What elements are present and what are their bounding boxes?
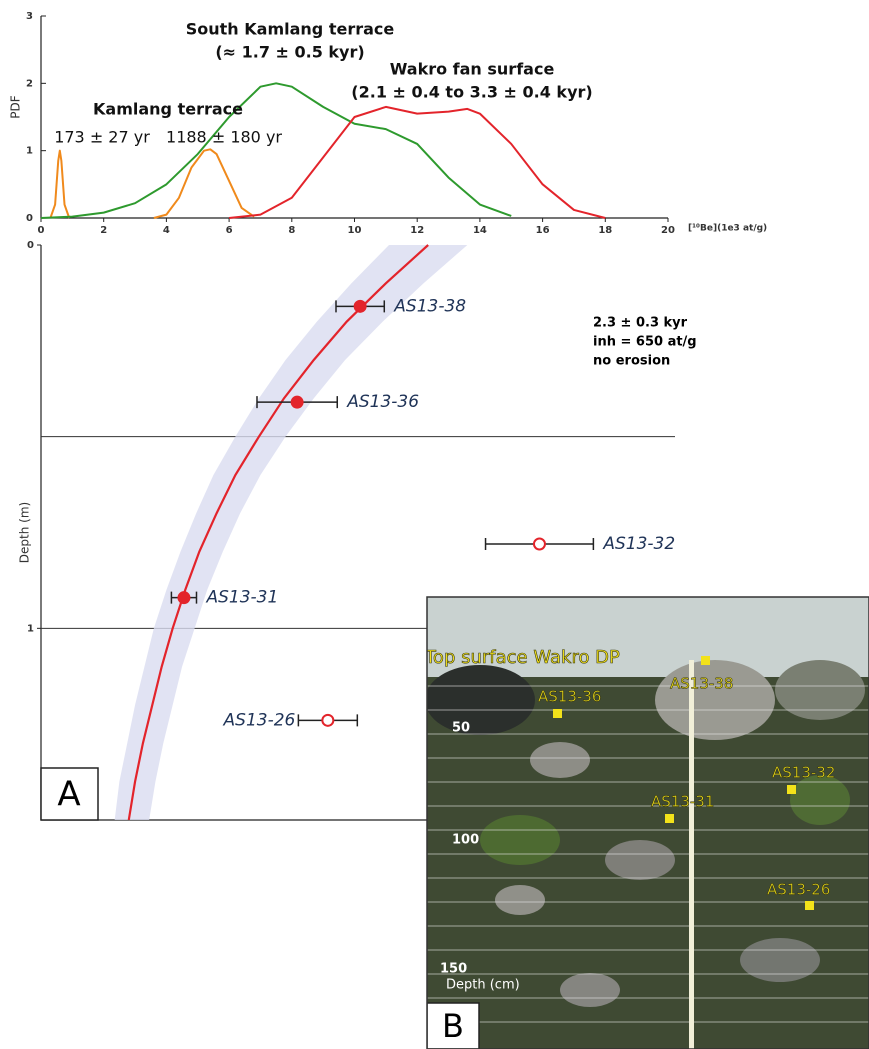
x-tick-label: 20 (661, 225, 675, 236)
plant (790, 775, 850, 825)
sample-marker (787, 785, 796, 794)
point-label: AS13-26 (223, 710, 296, 730)
annotation: (≈ 1.7 ± 0.5 kyr) (215, 43, 364, 62)
point-label: AS13-38 (393, 296, 466, 316)
sample-label: AS13-38 (670, 675, 733, 693)
photo-title: Top surface Wakro DP (424, 647, 620, 668)
rock (495, 885, 545, 915)
figure: 024681012141618200123[¹⁰Be](1e3 at/g)PDF… (0, 0, 869, 1049)
pdf-curve (154, 149, 254, 218)
sample-marker (553, 709, 562, 718)
rock (560, 973, 620, 1007)
sample-label: AS13-26 (767, 881, 830, 899)
x-tick-label: 16 (536, 225, 550, 236)
uncertainty-band (115, 245, 468, 820)
y-tick-label: 0 (27, 240, 34, 251)
annotation: South Kamlang terrace (186, 20, 395, 39)
annotation: (2.1 ± 0.4 to 3.3 ± 0.4 kyr) (351, 83, 592, 102)
x-tick-label: 0 (38, 225, 45, 236)
annotation: 1188 ± 180 yr (166, 128, 282, 147)
depth-mark: 100 (452, 833, 479, 848)
x-tick-label: 6 (226, 225, 233, 236)
tape (689, 660, 694, 1049)
y-tick-label: 0 (26, 213, 33, 224)
rock (605, 840, 675, 880)
plant (480, 815, 560, 865)
depth-mark: 150 (440, 962, 467, 977)
annotation: inh = 650 at/g (593, 335, 697, 350)
x-tick-label: 18 (598, 225, 612, 236)
y-tick-label: 1 (26, 146, 33, 157)
x-axis-label: [¹⁰Be](1e3 at/g) (688, 224, 767, 234)
point-label: AS13-32 (602, 534, 675, 554)
panel-label: B (442, 1007, 464, 1045)
annotation: no erosion (593, 354, 670, 369)
y-axis-label: PDF (9, 95, 23, 118)
rock (425, 665, 535, 735)
x-tick-label: 10 (348, 225, 362, 236)
annotation: Kamlang terrace (93, 100, 243, 119)
y-tick-label: 2 (26, 78, 33, 89)
point-label: AS13-31 (205, 588, 278, 608)
depth-label: Depth (cm) (446, 978, 520, 993)
pdf-curve (50, 151, 69, 218)
sample-marker (701, 656, 710, 665)
x-tick-label: 12 (410, 225, 424, 236)
rock (655, 660, 775, 740)
data-point (292, 397, 303, 408)
sample-marker (665, 814, 674, 823)
pdf-curve (229, 107, 605, 218)
sample-label: AS13-31 (651, 793, 714, 811)
data-point (322, 715, 333, 726)
depth-mark: 50 (452, 721, 470, 736)
y-axis-label: Depth (m) (18, 502, 32, 563)
data-point (355, 301, 366, 312)
model-curve (129, 245, 428, 820)
y-tick-label: 3 (26, 11, 33, 22)
panel-label: A (57, 775, 80, 815)
annotation: 2.3 ± 0.3 kyr (593, 316, 688, 331)
point-label: AS13-36 (346, 392, 419, 412)
x-tick-label: 14 (473, 225, 487, 236)
rock (740, 938, 820, 982)
y-tick-label: 1 (27, 623, 34, 634)
x-tick-label: 2 (100, 225, 107, 236)
rock (775, 660, 865, 720)
data-point (178, 592, 189, 603)
data-point (534, 539, 545, 550)
rock (530, 742, 590, 778)
photo-panel: Top surface Wakro DP AS13-38 AS13-36 AS1… (424, 597, 869, 1049)
annotation: 173 ± 27 yr (54, 128, 150, 147)
sample-label: AS13-32 (772, 764, 835, 782)
annotation: Wakro fan surface (390, 60, 555, 79)
sample-marker (805, 901, 814, 910)
x-tick-label: 4 (163, 225, 170, 236)
x-tick-label: 8 (288, 225, 295, 236)
sample-label: AS13-36 (538, 688, 601, 706)
